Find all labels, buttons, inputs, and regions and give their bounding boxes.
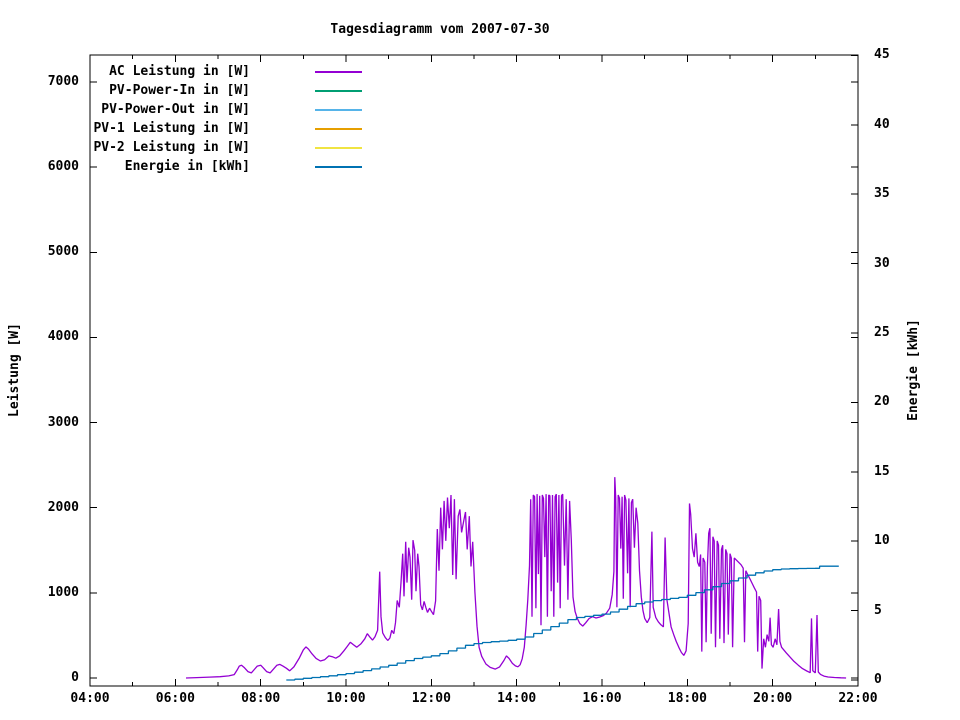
legend-label: PV-2 Leistung in [W] — [93, 140, 250, 155]
y-tick-label: 5000 — [47, 244, 79, 260]
x-tick-label: 10:00 — [326, 691, 366, 706]
y2-tick-label: 25 — [874, 325, 890, 340]
x-tick-label: 20:00 — [753, 691, 793, 706]
y2-tick-label: 30 — [874, 255, 890, 271]
legend-item: PV-1 Leistung in [W] — [0, 122, 960, 136]
y-tick-label: 1000 — [47, 584, 79, 600]
x-tick-label: 04:00 — [70, 691, 110, 706]
y2-tick-label: 0 — [874, 672, 882, 687]
y2-tick-label: 15 — [874, 463, 890, 479]
y2-tick-label: 20 — [874, 394, 890, 410]
y-tick-label: 0 — [71, 670, 79, 685]
y-tick-label: 6000 — [47, 159, 79, 175]
legend-label: PV-1 Leistung in [W] — [93, 121, 250, 136]
x-tick-label: 22:00 — [838, 691, 878, 706]
legend-item: PV-Power-In in [W] — [0, 84, 960, 98]
legend-item: PV-2 Leistung in [W] — [0, 141, 960, 155]
y2-tick-label: 40 — [874, 116, 890, 132]
y2-axis-label: Energie [kWh] — [906, 319, 921, 421]
series-ac — [185, 477, 847, 679]
legend-line-sample — [315, 166, 362, 168]
legend-item: AC Leistung in [W] — [0, 65, 960, 79]
y2-tick-label: 5 — [874, 602, 882, 618]
y-tick-label: 7000 — [47, 74, 79, 90]
legend-label: PV-Power-Out in [W] — [101, 102, 250, 117]
y2-tick-label: 35 — [874, 186, 890, 202]
x-tick-label: 06:00 — [155, 691, 195, 706]
x-tick-label: 16:00 — [582, 691, 622, 706]
y-tick-label: 2000 — [47, 499, 79, 515]
legend-item: Energie in [kWh] — [0, 160, 960, 174]
legend-line-sample — [315, 71, 362, 73]
legend-line-sample — [315, 147, 362, 149]
x-tick-label: 08:00 — [241, 691, 281, 706]
y-tick-label: 4000 — [47, 329, 79, 345]
chart-title: Tagesdiagramm vom 2007-07-30 — [330, 22, 550, 37]
y-tick-label: 3000 — [47, 414, 79, 430]
legend-line-sample — [315, 128, 362, 130]
legend-label: PV-Power-In in [W] — [109, 83, 250, 98]
series-energie — [286, 565, 839, 681]
y2-tick-label: 45 — [874, 47, 890, 63]
legend-line-sample — [315, 90, 362, 92]
x-tick-label: 12:00 — [411, 691, 451, 706]
legend-label: AC Leistung in [W] — [109, 64, 250, 79]
legend-line-sample — [315, 109, 362, 111]
y2-tick-label: 10 — [874, 533, 890, 549]
legend-item: PV-Power-Out in [W] — [0, 103, 960, 117]
legend-label: Energie in [kWh] — [124, 159, 250, 174]
x-tick-label: 18:00 — [667, 691, 707, 706]
x-tick-label: 14:00 — [497, 691, 537, 706]
